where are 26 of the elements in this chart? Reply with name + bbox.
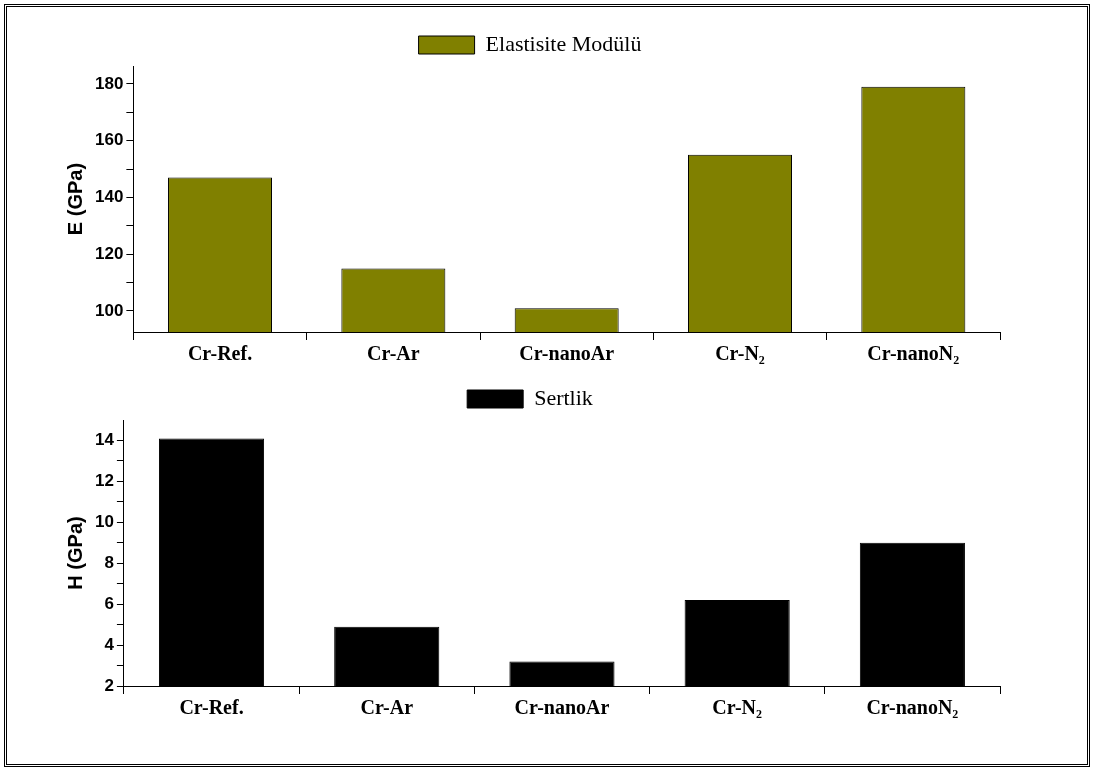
y-tick-label: 160 [94, 130, 124, 150]
y-tick-label: 180 [94, 73, 124, 93]
y-tick-label: 14 [94, 430, 115, 450]
y-tick-label: 4 [104, 634, 115, 654]
x-tick-label: Cr-Ar [367, 342, 420, 365]
x-tick-label: Cr-nanoN₂ [867, 342, 960, 365]
y-tick-label: 2 [104, 675, 114, 695]
x-tick-label: Cr-Ref. [179, 696, 244, 719]
x-tick-label: Cr-N₂ [712, 696, 763, 719]
x-tick-label: Cr-nanoAr [514, 696, 610, 719]
legend-label: Sertlik [534, 384, 593, 410]
y-axis-title: H (GPa) [63, 516, 86, 590]
y-tick-label: 100 [94, 300, 124, 320]
x-tick-label: Cr-N₂ [715, 342, 765, 365]
y-tick-label: 120 [94, 243, 124, 263]
x-tick-label: Cr-nanoN₂ [866, 696, 959, 719]
y-tick-label: 8 [104, 552, 114, 572]
y-tick-label: 10 [94, 512, 114, 531]
x-tick-label: Cr-Ref. [187, 342, 253, 365]
y-axis-title: E (GPa) [63, 162, 86, 236]
y-tick-label: 6 [104, 593, 114, 613]
legend-label: Elastisite Modülü [485, 30, 642, 56]
y-tick-label: 12 [94, 471, 114, 491]
x-tick-label: Cr-nanoAr [519, 342, 615, 365]
x-tick-label: Cr-Ar [360, 696, 414, 719]
y-tick-label: 140 [94, 187, 124, 207]
